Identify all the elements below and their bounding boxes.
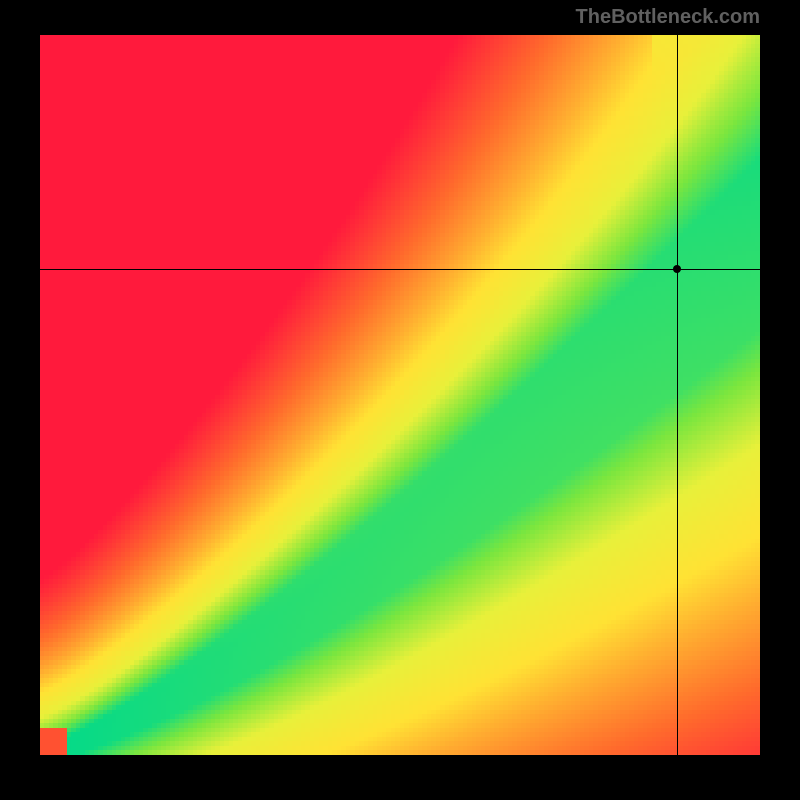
crosshair-horizontal <box>40 269 760 270</box>
crosshair-marker <box>673 265 681 273</box>
heatmap-canvas <box>40 35 760 755</box>
crosshair-vertical <box>677 35 678 755</box>
watermark-text: TheBottleneck.com <box>576 6 760 29</box>
chart-container: TheBottleneck.com <box>0 0 800 800</box>
plot-area <box>40 35 760 755</box>
